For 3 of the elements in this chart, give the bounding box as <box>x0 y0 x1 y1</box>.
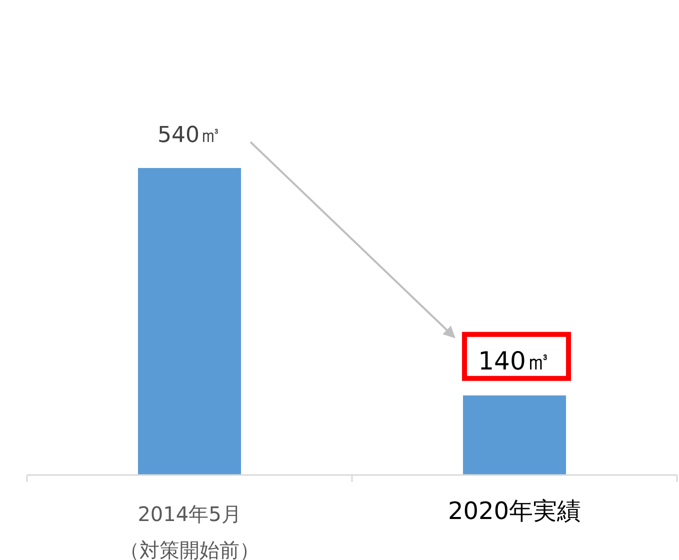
data-label: 540㎥ <box>158 123 222 148</box>
data-label: 140㎥ <box>478 346 551 376</box>
x-tick-label: 2020年実績 <box>446 496 582 527</box>
